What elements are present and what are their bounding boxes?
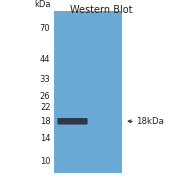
Bar xyxy=(54,11,122,173)
Text: 10: 10 xyxy=(40,157,50,166)
Text: 14: 14 xyxy=(40,134,50,143)
Text: 22: 22 xyxy=(40,103,50,112)
FancyBboxPatch shape xyxy=(57,118,87,125)
Text: Western Blot: Western Blot xyxy=(69,5,132,15)
Text: 26: 26 xyxy=(40,92,50,101)
Text: 33: 33 xyxy=(40,75,50,84)
Text: kDa: kDa xyxy=(34,0,50,9)
Text: 44: 44 xyxy=(40,55,50,64)
Text: 18: 18 xyxy=(40,117,50,126)
Text: 18kDa: 18kDa xyxy=(136,117,164,126)
Text: 70: 70 xyxy=(40,24,50,33)
